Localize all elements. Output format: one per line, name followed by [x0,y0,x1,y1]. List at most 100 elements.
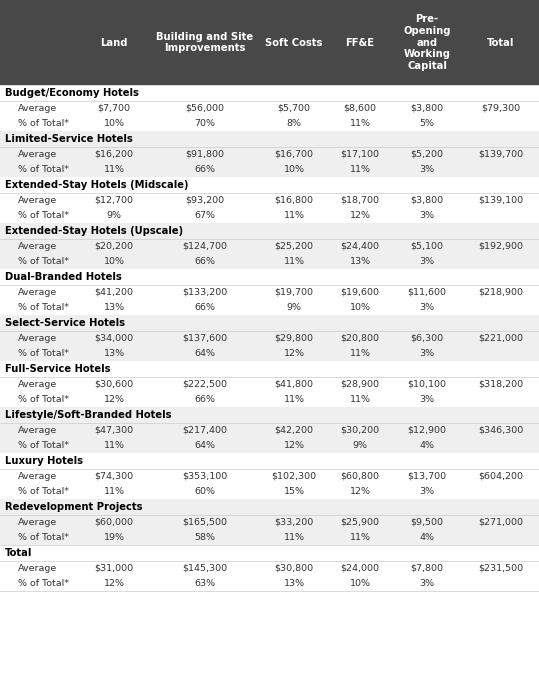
Text: 11%: 11% [349,165,370,174]
Text: $16,800: $16,800 [274,196,314,205]
Text: $30,200: $30,200 [341,426,379,435]
Text: Average: Average [18,518,57,527]
Text: Redevelopment Projects: Redevelopment Projects [5,502,142,512]
Text: $5,700: $5,700 [278,104,310,113]
Text: 10%: 10% [103,257,125,266]
Bar [0,239,539,254]
Text: 5%: 5% [419,119,434,128]
Text: $20,200: $20,200 [94,242,134,251]
Bar [0,208,539,223]
Bar [0,162,539,177]
Text: 3%: 3% [419,257,434,266]
Text: $604,200: $604,200 [478,472,523,481]
Text: $353,100: $353,100 [182,472,227,481]
Text: $5,200: $5,200 [411,150,444,159]
Bar [0,361,539,377]
Text: Average: Average [18,242,57,251]
Text: 11%: 11% [284,211,305,220]
Bar [0,131,539,147]
Bar [0,346,539,361]
Text: Land: Land [100,37,128,48]
Text: $6,300: $6,300 [410,334,444,343]
Text: $31,000: $31,000 [94,564,134,573]
Text: $10,100: $10,100 [407,380,446,389]
Text: $41,200: $41,200 [94,288,134,297]
Text: 12%: 12% [103,579,125,588]
Text: $16,200: $16,200 [94,150,134,159]
Text: $139,100: $139,100 [478,196,523,205]
Text: FF&E: FF&E [345,37,375,48]
Text: 11%: 11% [284,533,305,542]
Text: 13%: 13% [349,257,371,266]
Bar [0,499,539,515]
Text: 58%: 58% [195,533,216,542]
Bar [0,545,539,561]
Text: % of Total*: % of Total* [18,441,69,450]
Text: 4%: 4% [419,441,434,450]
Text: 64%: 64% [195,349,216,358]
Bar [0,223,539,239]
Text: 3%: 3% [419,395,434,404]
Text: 11%: 11% [349,349,370,358]
Text: Pre-
Opening
and
Working
Capital: Pre- Opening and Working Capital [403,14,451,70]
Bar [0,285,539,300]
Text: 12%: 12% [284,441,305,450]
Text: 9%: 9% [107,211,121,220]
Text: $41,800: $41,800 [274,380,314,389]
Text: $7,800: $7,800 [411,564,444,573]
Text: Total: Total [487,37,514,48]
Text: $137,600: $137,600 [182,334,227,343]
Text: Average: Average [18,564,57,573]
Text: 64%: 64% [195,441,216,450]
Text: Average: Average [18,104,57,113]
Text: Limited-Service Hotels: Limited-Service Hotels [5,134,133,144]
Text: $56,000: $56,000 [185,104,225,113]
Text: 66%: 66% [195,257,216,266]
Text: 66%: 66% [195,303,216,312]
Text: % of Total*: % of Total* [18,349,69,358]
Text: Full-Service Hotels: Full-Service Hotels [5,364,110,374]
Bar [0,469,539,484]
Text: $139,700: $139,700 [478,150,523,159]
Text: $17,100: $17,100 [341,150,379,159]
Text: Budget/Economy Hotels: Budget/Economy Hotels [5,88,139,98]
Text: 11%: 11% [349,395,370,404]
Text: $60,000: $60,000 [94,518,134,527]
Text: 3%: 3% [419,211,434,220]
Text: $18,700: $18,700 [341,196,379,205]
Text: 11%: 11% [103,441,125,450]
Text: $19,600: $19,600 [341,288,379,297]
Text: 11%: 11% [349,119,370,128]
Bar [0,377,539,392]
Text: $24,000: $24,000 [341,564,379,573]
Bar [0,392,539,407]
Text: $231,500: $231,500 [478,564,523,573]
Bar [0,576,539,591]
Text: % of Total*: % of Total* [18,211,69,220]
Text: $192,900: $192,900 [478,242,523,251]
Text: $124,700: $124,700 [183,242,227,251]
Text: Soft Costs: Soft Costs [265,37,323,48]
Bar [0,453,539,469]
Bar [0,331,539,346]
Text: 13%: 13% [103,303,125,312]
Text: $222,500: $222,500 [183,380,227,389]
Text: $91,800: $91,800 [185,150,225,159]
Text: $42,200: $42,200 [274,426,314,435]
Text: $7,700: $7,700 [98,104,130,113]
Text: Select-Service Hotels: Select-Service Hotels [5,318,125,328]
Text: $12,900: $12,900 [407,426,446,435]
Text: % of Total*: % of Total* [18,119,69,128]
Text: $221,000: $221,000 [478,334,523,343]
Text: $165,500: $165,500 [183,518,227,527]
Text: $29,800: $29,800 [274,334,314,343]
Text: % of Total*: % of Total* [18,487,69,496]
Text: Average: Average [18,472,57,481]
Text: $34,000: $34,000 [94,334,134,343]
Text: Average: Average [18,380,57,389]
Text: $271,000: $271,000 [478,518,523,527]
Text: % of Total*: % of Total* [18,579,69,588]
Text: 66%: 66% [195,395,216,404]
Bar [0,407,539,423]
Text: Average: Average [18,334,57,343]
